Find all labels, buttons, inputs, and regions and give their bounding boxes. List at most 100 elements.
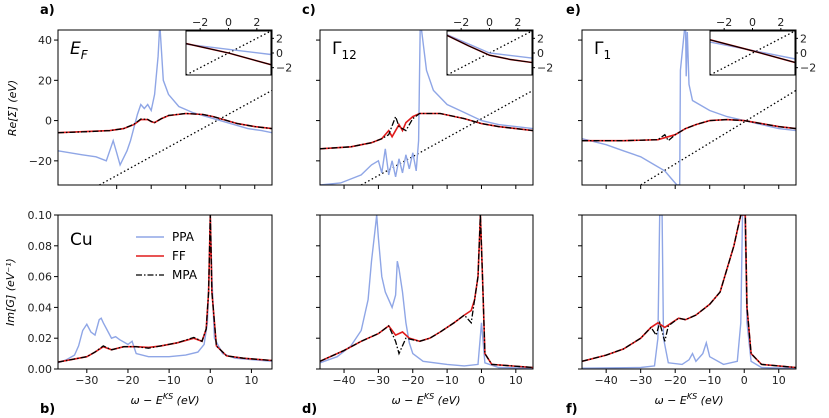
inset-y-tick-label: −2 xyxy=(800,62,816,75)
y-tick-label: −20 xyxy=(29,155,52,168)
inset-ppa-c xyxy=(447,34,532,59)
inset-y-tick-label: 2 xyxy=(276,32,283,45)
state-sub: F xyxy=(81,48,89,62)
state-main: Γ xyxy=(594,39,604,59)
panel-label-a: a) xyxy=(40,3,55,18)
axes-frame-f xyxy=(581,214,797,370)
panel-label-d: d) xyxy=(302,402,317,417)
x-axis-label: ω − EKS (eV) xyxy=(130,392,199,407)
inset-x-tick-label: −2 xyxy=(453,16,469,29)
inset-mpa-e xyxy=(710,39,795,64)
state-main: Γ xyxy=(332,39,342,59)
x-tick-label: −10 xyxy=(436,374,459,387)
ff-curve-e xyxy=(582,118,796,142)
x-tick-label: 10 xyxy=(509,374,523,387)
inset-x-tick-label: 0 xyxy=(749,16,756,29)
ppa-curve-f xyxy=(582,215,796,369)
x-tick-label: 0 xyxy=(207,374,214,387)
inset-x-tick-label: 2 xyxy=(253,16,260,29)
x-tick-label: −30 xyxy=(367,374,390,387)
mpa-curve-d xyxy=(320,215,533,369)
state-label-a: EF xyxy=(70,39,89,62)
axes-frame-e xyxy=(581,29,797,186)
axes-frame-a xyxy=(57,29,273,186)
y-tick-label: 0.10 xyxy=(28,209,53,222)
ppa-curve-e xyxy=(582,30,796,185)
x-axis-label-part: (eV) xyxy=(173,394,199,407)
inset-y-tick-label: −2 xyxy=(537,62,553,75)
x-tick-label: −20 xyxy=(116,374,139,387)
material-label: Cu xyxy=(70,230,93,250)
x-tick-label: −30 xyxy=(629,374,652,387)
inset-x-tick-label: 2 xyxy=(514,16,521,29)
mpa-curve-f xyxy=(582,215,796,369)
x-axis-label: ω − EKS (eV) xyxy=(391,392,460,407)
ppa-curve-c xyxy=(320,30,533,185)
inset-x-tick-label: 2 xyxy=(777,16,784,29)
x-axis-label-part: ω − E xyxy=(654,394,686,407)
panel-label-e: e) xyxy=(566,3,581,18)
mpa-curve-c xyxy=(320,112,533,150)
panel-label-b: b) xyxy=(40,402,55,417)
panel-label-c: c) xyxy=(302,3,316,18)
y-tick-label: 40 xyxy=(38,34,52,47)
x-tick-label: −40 xyxy=(595,374,618,387)
x-tick-label: 10 xyxy=(772,374,786,387)
x-axis-label-part: KS xyxy=(424,392,434,401)
inset-y-tick-label: −2 xyxy=(276,62,292,75)
state-sub: 12 xyxy=(341,48,356,62)
y-tick-label: 0.06 xyxy=(28,271,53,284)
inset-y-tick-label: 0 xyxy=(537,47,544,60)
inset-mpa-c xyxy=(447,34,532,64)
x-tick-label: 0 xyxy=(478,374,485,387)
inset-y-tick-label: 2 xyxy=(800,32,807,45)
y-tick-label: 0.04 xyxy=(28,301,53,314)
x-tick-label: −20 xyxy=(664,374,687,387)
mpa-curve-e xyxy=(582,118,796,142)
inset-x-tick-label: −2 xyxy=(716,16,732,29)
ks-line-a xyxy=(99,89,272,185)
inset-x-tick-label: 0 xyxy=(225,16,232,29)
inset-mpa-a xyxy=(186,42,271,66)
ppa-curve-a xyxy=(58,30,272,167)
x-axis-label: ω − EKS (eV) xyxy=(654,392,723,407)
state-sub: 1 xyxy=(603,48,611,62)
y-axis-label-top: Re[Σ] (eV) xyxy=(6,80,19,136)
ff-curve-f xyxy=(582,215,796,369)
legend-label-ff: FF xyxy=(172,249,186,263)
inset-y-tick-label: 2 xyxy=(537,32,544,45)
axes-frame-c xyxy=(319,29,534,186)
x-axis-label-part: ω − E xyxy=(130,394,162,407)
state-main: E xyxy=(70,39,81,59)
y-tick-label: 20 xyxy=(38,74,52,87)
y-tick-label: 0.02 xyxy=(28,332,53,345)
ff-curve-c xyxy=(320,112,533,150)
x-tick-label: −20 xyxy=(401,374,424,387)
x-tick-label: 0 xyxy=(741,374,748,387)
y-tick-label: 0 xyxy=(45,115,52,128)
mpa-curve-a xyxy=(58,112,272,134)
state-label-c: Γ12 xyxy=(332,39,357,62)
y-axis-label-bottom: Im[G] (eV⁻¹) xyxy=(4,258,17,326)
inset-y-tick-label: 0 xyxy=(276,47,283,60)
legend-label-ppa: PPA xyxy=(172,230,195,244)
axes-frame-d xyxy=(319,214,534,370)
y-tick-label: 0.08 xyxy=(28,240,53,253)
y-tick-label: 0.00 xyxy=(28,363,53,376)
axes-frame-b xyxy=(57,214,273,370)
x-axis-label-part: (eV) xyxy=(697,394,723,407)
x-axis-label-part: ω − E xyxy=(391,394,423,407)
inset-x-tick-label: −2 xyxy=(192,16,208,29)
panel-label-f: f) xyxy=(566,402,578,417)
x-axis-label-part: KS xyxy=(163,392,173,401)
state-label-e: Γ1 xyxy=(594,39,611,62)
inset-bg-e xyxy=(710,31,795,75)
inset-x-tick-label: 0 xyxy=(486,16,493,29)
x-tick-label: −10 xyxy=(158,374,181,387)
x-tick-label: −10 xyxy=(698,374,721,387)
mpa-curve-b xyxy=(58,215,272,363)
inset-y-tick-label: 0 xyxy=(800,47,807,60)
ppa-curve-d xyxy=(320,215,533,369)
x-tick-label: −30 xyxy=(75,374,98,387)
